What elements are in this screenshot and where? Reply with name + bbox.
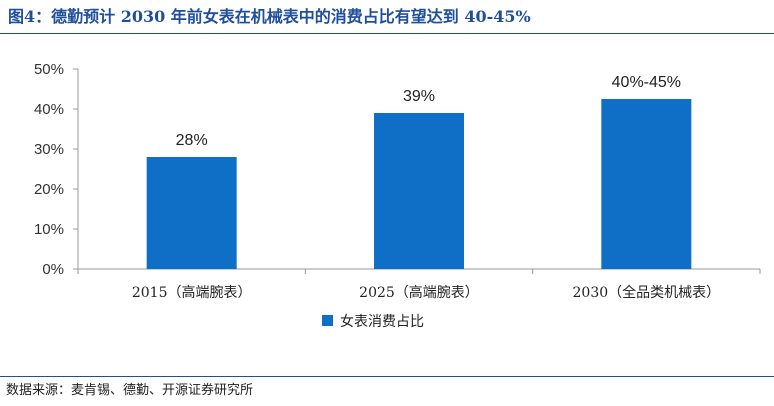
y-tick-label: 10% <box>34 221 64 238</box>
bar <box>146 157 237 269</box>
y-tick-label: 50% <box>34 61 64 78</box>
y-tick-label: 20% <box>34 181 64 198</box>
legend-label: 女表消费占比 <box>340 313 424 330</box>
data-label: 40%-45% <box>612 74 681 91</box>
x-category-label: 2025（高端腕表） <box>359 284 479 301</box>
figure-title: 图4：德勤预计 2030 年前女表在机械表中的消费占比有望达到 40-45% <box>8 7 531 26</box>
y-tick-label: 0% <box>42 261 64 278</box>
chart-axes: 0% 10% 20% 30% 40% 50% 2015（高端腕表） 2025（高端腕表） 203… <box>34 61 761 301</box>
x-category-label: 2015（高端腕表） <box>132 284 252 301</box>
source-note: 数据来源：麦肯锡、德勤、开源证券研究所 <box>6 383 254 398</box>
title-divider <box>0 33 774 34</box>
data-label: 28% <box>176 132 208 149</box>
chart-legend: 女表消费占比 <box>322 313 424 330</box>
y-tick-label: 40% <box>34 101 64 118</box>
chart-bars <box>146 99 692 269</box>
legend-swatch <box>322 315 333 326</box>
bar <box>601 99 692 269</box>
bar <box>374 113 464 269</box>
x-category-label: 2030（全品类机械表） <box>573 284 721 301</box>
data-label: 39% <box>403 88 435 105</box>
bar-chart: 0% 10% 20% 30% 40% 50% 2015（高端腕表） 2025（高端腕表） 203… <box>34 61 761 330</box>
footer-divider <box>0 376 774 377</box>
y-tick-label: 30% <box>34 141 64 158</box>
chart-data-labels: 28% 39% 40%-45% <box>176 74 681 149</box>
